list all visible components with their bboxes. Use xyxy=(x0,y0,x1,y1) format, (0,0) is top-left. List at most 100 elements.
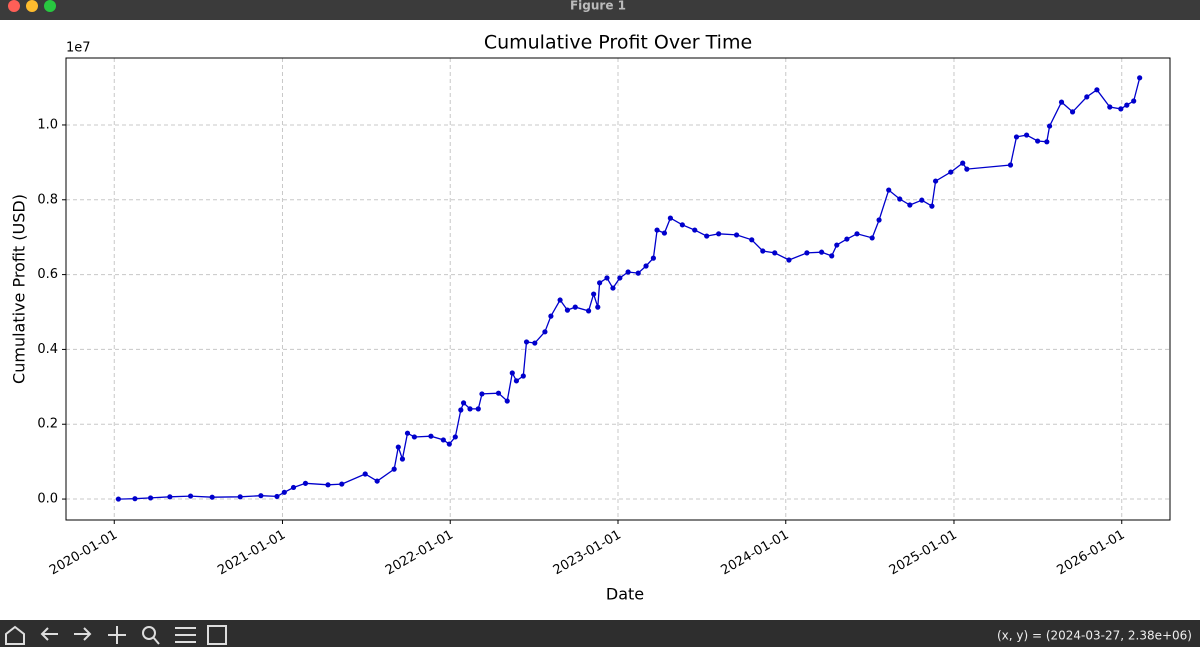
data-point xyxy=(458,407,464,413)
data-point xyxy=(1118,106,1124,112)
data-point xyxy=(829,253,835,259)
data-point xyxy=(604,275,610,281)
data-point xyxy=(625,269,631,275)
data-point xyxy=(869,235,875,241)
data-point xyxy=(654,227,660,233)
data-point xyxy=(187,493,194,499)
data-point xyxy=(643,263,649,269)
data-point xyxy=(399,456,406,462)
data-point xyxy=(1131,98,1137,104)
data-line xyxy=(118,77,1141,500)
y-tick-label: 0.0 xyxy=(37,492,58,507)
x-axis-label: Date xyxy=(606,585,644,604)
data-point xyxy=(1035,138,1041,144)
chart-title: Cumulative Profit Over Time xyxy=(484,32,752,54)
data-point xyxy=(932,178,939,184)
data-point xyxy=(446,441,452,447)
x-tick-label: 2023-01-01 xyxy=(551,528,624,579)
data-point xyxy=(595,304,601,310)
x-tick-label: 2022-01-01 xyxy=(383,528,456,579)
y-tick-label: 0.4 xyxy=(37,342,58,357)
data-point xyxy=(209,494,215,500)
data-point xyxy=(374,478,380,484)
data-point xyxy=(819,249,825,255)
data-point xyxy=(258,493,264,499)
zoom-tool-button[interactable] xyxy=(142,626,160,645)
data-point xyxy=(919,197,925,203)
data-point xyxy=(237,494,243,500)
data-point xyxy=(610,285,616,291)
data-point xyxy=(557,297,563,303)
back-button[interactable] xyxy=(40,627,58,641)
data-point xyxy=(964,166,970,172)
data-point xyxy=(679,222,685,228)
data-point xyxy=(452,434,458,440)
data-point xyxy=(749,237,755,243)
data-point xyxy=(907,202,913,208)
data-point xyxy=(733,232,740,238)
data-point xyxy=(509,370,515,376)
pan-button[interactable] xyxy=(108,626,126,644)
data-point xyxy=(404,430,411,436)
x-tick-label: 2024-01-01 xyxy=(719,528,792,579)
y-offset-label: 1e7 xyxy=(66,41,91,56)
data-point xyxy=(391,466,397,472)
data-point xyxy=(1007,162,1014,168)
data-point xyxy=(786,257,792,263)
data-point xyxy=(325,482,331,488)
data-point xyxy=(661,230,668,236)
configure-button[interactable] xyxy=(175,627,196,643)
status-coordinates: (x, y) = (2024-03-27, 2.38e+06) xyxy=(997,629,1192,643)
data-point xyxy=(428,433,434,439)
y-tick-label: 0.6 xyxy=(37,267,58,282)
data-point xyxy=(495,390,502,396)
forward-button[interactable] xyxy=(74,627,92,641)
minimize-button[interactable] xyxy=(26,0,38,12)
data-point xyxy=(1046,123,1053,129)
data-point xyxy=(167,494,173,500)
data-point xyxy=(716,231,722,237)
data-point xyxy=(532,340,538,346)
data-point xyxy=(572,304,578,310)
data-point xyxy=(1023,132,1030,138)
data-point xyxy=(542,329,548,335)
data-point xyxy=(635,270,641,276)
data-point xyxy=(339,481,345,487)
data-point xyxy=(1084,94,1090,100)
y-tick-label: 0.2 xyxy=(37,417,58,432)
data-point xyxy=(395,444,401,450)
data-point xyxy=(523,339,530,345)
y-axis-label: Cumulative Profit (USD) xyxy=(10,194,29,384)
data-point xyxy=(362,471,368,477)
data-point xyxy=(650,255,656,261)
home-button[interactable] xyxy=(5,625,25,645)
data-point xyxy=(302,480,309,486)
x-tick-label: 2025-01-01 xyxy=(887,528,960,579)
data-point xyxy=(854,231,860,237)
x-tick-label: 2026-01-01 xyxy=(1055,528,1128,579)
close-button[interactable] xyxy=(8,0,20,12)
data-point xyxy=(132,496,138,502)
data-point xyxy=(772,250,778,256)
data-point xyxy=(929,203,935,209)
data-point xyxy=(585,308,592,314)
data-point xyxy=(440,437,446,443)
data-point xyxy=(844,236,850,242)
data-point xyxy=(760,248,766,254)
data-point xyxy=(479,391,485,397)
save-button[interactable] xyxy=(207,625,227,645)
data-point xyxy=(804,250,810,256)
data-point xyxy=(274,493,280,500)
data-point xyxy=(704,233,710,239)
data-point xyxy=(1124,102,1130,108)
zoom-button[interactable] xyxy=(44,0,56,12)
data-point xyxy=(411,434,417,440)
x-tick-label: 2021-01-01 xyxy=(215,528,288,579)
data-point xyxy=(1094,87,1100,93)
data-point xyxy=(1107,104,1113,110)
data-point xyxy=(467,406,473,412)
data-point xyxy=(948,169,954,175)
data-point xyxy=(115,496,121,502)
data-point xyxy=(147,495,154,501)
